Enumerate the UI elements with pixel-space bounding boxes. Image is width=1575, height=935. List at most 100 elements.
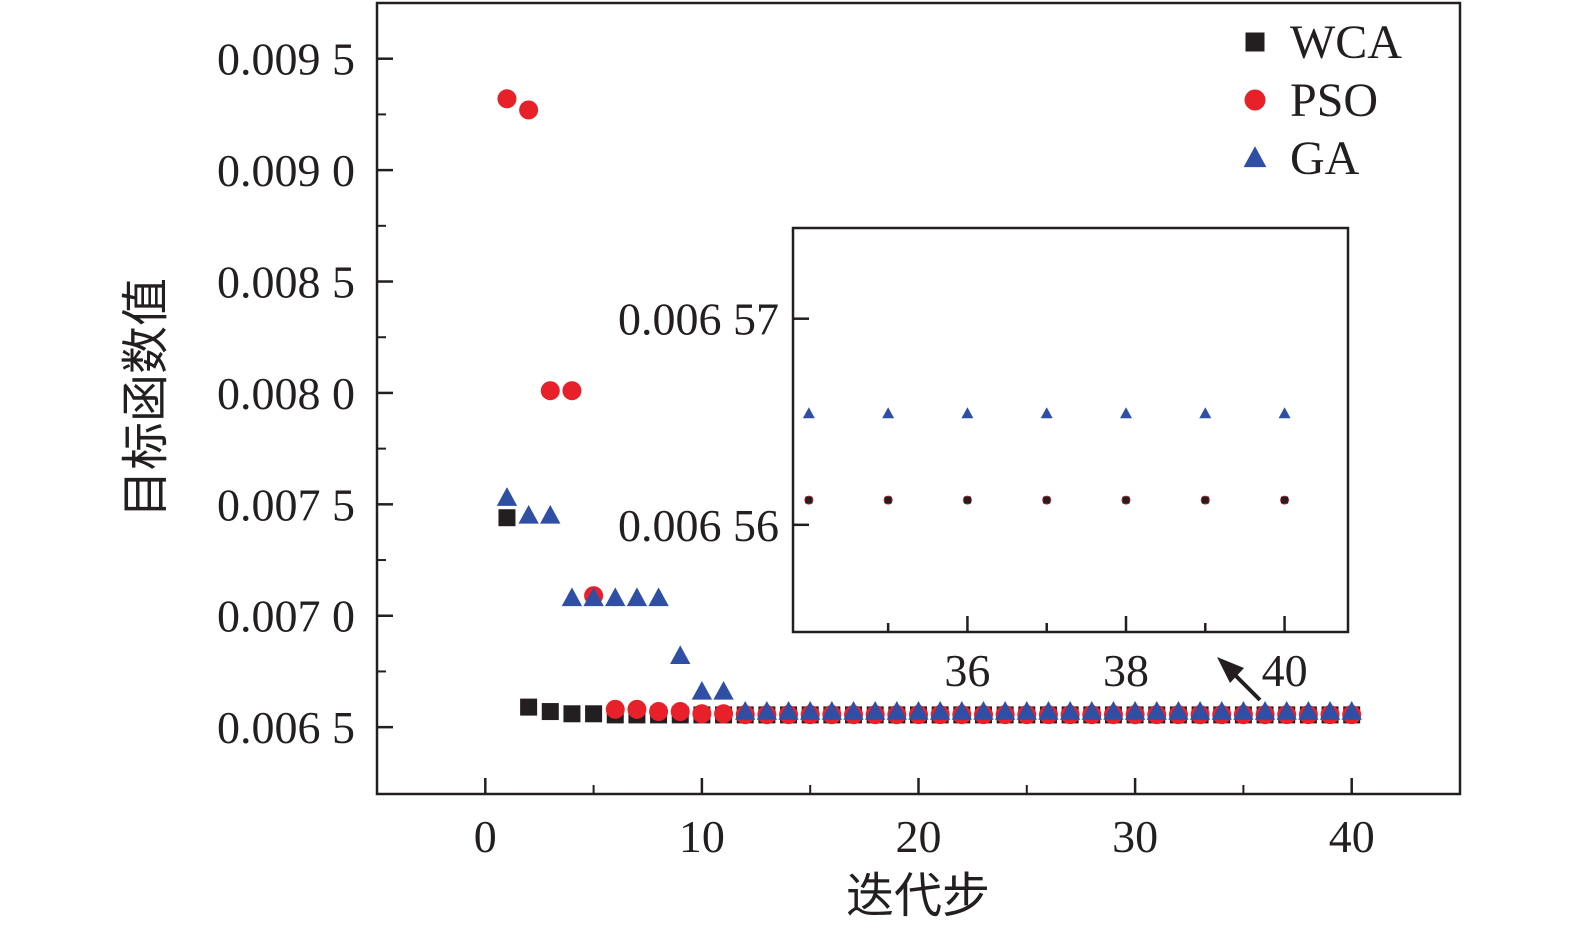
data-point-ga bbox=[843, 701, 864, 720]
data-point-wca bbox=[498, 509, 516, 527]
data-point-ga bbox=[994, 701, 1016, 720]
data-point-pso bbox=[497, 89, 517, 109]
data-point-ga bbox=[778, 701, 799, 720]
inset-point-wca bbox=[1122, 496, 1130, 504]
data-point-pso bbox=[714, 704, 734, 724]
data-point-ga bbox=[1254, 701, 1276, 720]
y-axis-title: 目标函数值 bbox=[118, 278, 174, 518]
data-point-ga bbox=[1038, 701, 1059, 720]
data-point-ga bbox=[756, 701, 778, 720]
data-point-ga bbox=[670, 645, 691, 665]
inset-point-wca bbox=[1201, 496, 1209, 504]
series-ga bbox=[496, 487, 1362, 720]
y-tick-label: 0.009 0 bbox=[217, 145, 355, 196]
data-point-ga bbox=[1059, 701, 1081, 720]
y-tick-label: 0.007 5 bbox=[217, 479, 355, 530]
inset-point-ga bbox=[1120, 407, 1132, 419]
inset-x-tick-label: 40 bbox=[1262, 645, 1308, 696]
inset-frame bbox=[791, 226, 1350, 634]
legend-marker-pso bbox=[1244, 89, 1266, 111]
legend-item-ga: GA bbox=[1243, 132, 1360, 185]
data-point-pso bbox=[692, 704, 712, 724]
data-point-ga bbox=[951, 701, 973, 720]
data-point-wca bbox=[585, 705, 603, 723]
inset-point-wca bbox=[1281, 496, 1289, 504]
data-point-ga bbox=[929, 701, 951, 720]
inset-point-ga bbox=[802, 407, 815, 419]
data-point-ga bbox=[518, 504, 539, 524]
zoom-arrow bbox=[1217, 657, 1262, 702]
data-point-ga bbox=[1189, 701, 1211, 720]
data-point-wca bbox=[563, 705, 581, 723]
y-tick-label: 0.007 0 bbox=[217, 591, 355, 642]
data-point-ga bbox=[626, 587, 648, 607]
data-point-ga bbox=[691, 680, 713, 700]
data-point-pso bbox=[562, 381, 582, 401]
data-point-pso bbox=[627, 699, 647, 719]
inset-y-tick-label: 0.006 57 bbox=[618, 294, 779, 345]
data-point-pso bbox=[519, 100, 539, 120]
inset-point-wca bbox=[963, 496, 971, 504]
inset-series-wca bbox=[805, 496, 1289, 504]
data-point-ga bbox=[821, 701, 843, 720]
y-tick-label: 0.009 5 bbox=[217, 34, 355, 85]
x-tick-label: 10 bbox=[679, 811, 725, 862]
data-point-wca bbox=[541, 703, 559, 721]
data-point-ga bbox=[1016, 701, 1037, 720]
inset-chart: 36 38 40 0.006 56 0.006 57 bbox=[618, 226, 1350, 696]
data-point-ga bbox=[1146, 701, 1167, 720]
x-axis-title: 迭代步 bbox=[846, 868, 990, 924]
data-point-ga bbox=[1298, 701, 1319, 720]
data-point-ga bbox=[1168, 701, 1189, 720]
data-point-ga bbox=[583, 587, 604, 607]
data-point-ga bbox=[1103, 701, 1124, 720]
x-tick-label: 0 bbox=[474, 811, 497, 862]
data-point-ga bbox=[800, 701, 821, 720]
data-point-ga bbox=[605, 587, 626, 607]
data-point-ga bbox=[1081, 701, 1102, 720]
inset-point-ga bbox=[961, 407, 974, 419]
legend-label: GA bbox=[1290, 132, 1360, 185]
data-point-ga bbox=[864, 701, 886, 720]
data-point-ga bbox=[1341, 701, 1362, 720]
y-tick-label: 0.008 0 bbox=[217, 368, 355, 419]
inset-point-wca bbox=[805, 496, 813, 504]
inset-series-ga bbox=[802, 407, 1291, 419]
data-point-pso bbox=[649, 702, 669, 722]
data-point-ga bbox=[540, 504, 561, 524]
legend-item-wca: WCA bbox=[1245, 16, 1402, 69]
y-tick-label: 0.006 5 bbox=[217, 702, 355, 753]
inset-point-wca bbox=[1043, 496, 1051, 504]
data-point-ga bbox=[1124, 701, 1146, 720]
x-tick-label: 30 bbox=[1112, 811, 1158, 862]
data-point-ga bbox=[886, 701, 908, 720]
inset-x-tick-label: 38 bbox=[1103, 645, 1149, 696]
data-point-ga bbox=[1276, 701, 1297, 720]
inset-point-wca bbox=[884, 496, 892, 504]
x-tick-label: 20 bbox=[896, 811, 942, 862]
data-point-ga bbox=[1319, 701, 1341, 720]
data-point-ga bbox=[735, 701, 756, 720]
data-point-pso bbox=[670, 702, 690, 722]
inset-point-ga bbox=[1040, 407, 1053, 419]
legend-label: WCA bbox=[1290, 16, 1402, 69]
data-point-ga bbox=[908, 701, 929, 720]
inset-point-ga bbox=[1199, 407, 1212, 419]
y-tick-label: 0.008 5 bbox=[217, 257, 355, 308]
data-point-ga bbox=[648, 587, 669, 607]
data-point-ga bbox=[561, 587, 583, 607]
data-point-wca bbox=[520, 698, 538, 716]
data-point-pso bbox=[540, 381, 560, 401]
data-point-ga bbox=[973, 701, 994, 720]
x-tick-label: 40 bbox=[1329, 811, 1375, 862]
data-point-pso bbox=[605, 699, 625, 719]
inset-point-ga bbox=[1278, 407, 1291, 419]
data-point-ga bbox=[713, 680, 734, 700]
legend-item-pso: PSO bbox=[1244, 74, 1378, 127]
data-point-ga bbox=[1233, 701, 1254, 720]
legend-label: PSO bbox=[1290, 74, 1378, 127]
data-point-ga bbox=[496, 487, 518, 506]
inset-y-tick-label: 0.006 56 bbox=[618, 500, 779, 551]
